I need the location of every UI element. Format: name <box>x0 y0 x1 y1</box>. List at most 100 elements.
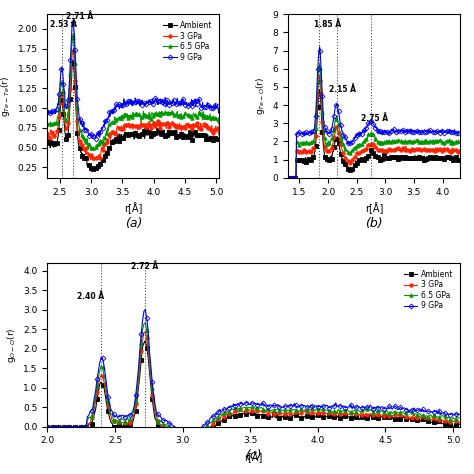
9 GPa <box>187 435 192 441</box>
Ambient <box>143 338 148 344</box>
3 GPa <box>285 175 291 181</box>
3 GPa <box>395 412 401 418</box>
Ambient <box>151 132 156 138</box>
6.5 GPa <box>391 138 397 144</box>
3 GPa <box>45 129 51 135</box>
Ambient <box>201 132 207 137</box>
9 GPa <box>148 98 154 104</box>
Ambient <box>391 154 397 160</box>
3 GPa <box>430 147 436 153</box>
6.5 GPa <box>91 147 97 153</box>
X-axis label: r[Å]: r[Å] <box>124 202 143 214</box>
Ambient <box>88 168 93 173</box>
X-axis label: r[Å]: r[Å] <box>245 451 263 463</box>
3 GPa <box>292 411 297 417</box>
6.5 GPa <box>216 118 222 123</box>
9 GPa <box>151 99 156 104</box>
9 GPa <box>45 109 50 115</box>
Ambient <box>45 138 50 144</box>
9 GPa <box>143 307 148 312</box>
9 GPa <box>201 103 207 109</box>
3 GPa <box>441 146 447 152</box>
Text: (a): (a) <box>125 217 142 230</box>
6.5 GPa <box>45 122 50 128</box>
9 GPa <box>191 103 196 109</box>
6.5 GPa <box>421 413 427 419</box>
Line: Ambient: Ambient <box>46 339 462 450</box>
6.5 GPa <box>457 415 463 420</box>
3 GPa <box>147 122 153 128</box>
3 GPa <box>387 147 393 153</box>
9 GPa <box>216 108 222 114</box>
Ambient <box>45 424 50 429</box>
Line: 9 GPa: 9 GPa <box>46 308 462 440</box>
Line: 9 GPa: 9 GPa <box>286 45 462 180</box>
6.5 GPa <box>143 320 148 326</box>
3 GPa <box>185 441 191 447</box>
6.5 GPa <box>151 113 156 118</box>
Ambient <box>285 175 291 181</box>
9 GPa <box>421 408 427 413</box>
Ambient <box>395 417 401 422</box>
9 GPa <box>286 175 292 181</box>
Ambient <box>286 175 292 181</box>
Text: 2.53 Å: 2.53 Å <box>50 20 77 29</box>
6.5 GPa <box>191 110 196 116</box>
6.5 GPa <box>317 61 322 67</box>
6.5 GPa <box>285 175 291 181</box>
Line: 3 GPa: 3 GPa <box>46 48 221 163</box>
Legend: Ambient, 3 GPa, 6.5 GPa, 9 GPa: Ambient, 3 GPa, 6.5 GPa, 9 GPa <box>401 267 456 313</box>
3 GPa <box>293 409 299 415</box>
9 GPa <box>71 19 76 25</box>
6.5 GPa <box>388 139 394 145</box>
Ambient <box>148 134 154 139</box>
9 GPa <box>292 401 297 406</box>
3 GPa <box>151 118 156 124</box>
Text: 2.75 Å: 2.75 Å <box>361 115 388 124</box>
3 GPa <box>46 424 52 429</box>
Ambient <box>70 61 75 66</box>
6.5 GPa <box>286 175 292 181</box>
9 GPa <box>147 100 153 106</box>
Line: 3 GPa: 3 GPa <box>286 74 462 180</box>
Line: Ambient: Ambient <box>46 62 221 172</box>
3 GPa <box>45 131 50 137</box>
6.5 GPa <box>395 410 401 416</box>
Text: (c): (c) <box>245 449 262 462</box>
6.5 GPa <box>71 31 76 37</box>
Ambient <box>457 156 463 162</box>
6.5 GPa <box>387 139 393 145</box>
Ambient <box>441 156 447 162</box>
3 GPa <box>388 146 394 152</box>
6.5 GPa <box>148 116 154 121</box>
9 GPa <box>457 129 463 135</box>
Line: Ambient: Ambient <box>286 88 462 180</box>
3 GPa <box>216 127 222 132</box>
Line: 9 GPa: 9 GPa <box>46 20 221 140</box>
3 GPa <box>421 415 427 420</box>
3 GPa <box>201 124 207 130</box>
Legend: Ambient, 3 GPa, 6.5 GPa, 9 GPa: Ambient, 3 GPa, 6.5 GPa, 9 GPa <box>160 18 215 65</box>
6.5 GPa <box>201 115 207 120</box>
6.5 GPa <box>293 407 299 412</box>
9 GPa <box>45 112 51 118</box>
Ambient <box>388 154 394 160</box>
Ambient <box>457 421 463 427</box>
3 GPa <box>457 147 463 153</box>
Ambient <box>387 156 393 162</box>
Text: (b): (b) <box>365 217 383 230</box>
9 GPa <box>457 411 463 417</box>
Ambient <box>46 424 52 429</box>
X-axis label: r[Å]: r[Å] <box>365 202 383 214</box>
Ambient <box>421 418 427 423</box>
9 GPa <box>300 402 305 408</box>
6.5 GPa <box>430 137 436 143</box>
Ambient <box>184 446 190 451</box>
3 GPa <box>143 329 148 335</box>
9 GPa <box>395 407 401 412</box>
Ambient <box>216 137 222 142</box>
Text: 2.40 Å: 2.40 Å <box>77 292 104 301</box>
9 GPa <box>387 129 393 135</box>
3 GPa <box>317 73 322 79</box>
3 GPa <box>91 158 97 164</box>
